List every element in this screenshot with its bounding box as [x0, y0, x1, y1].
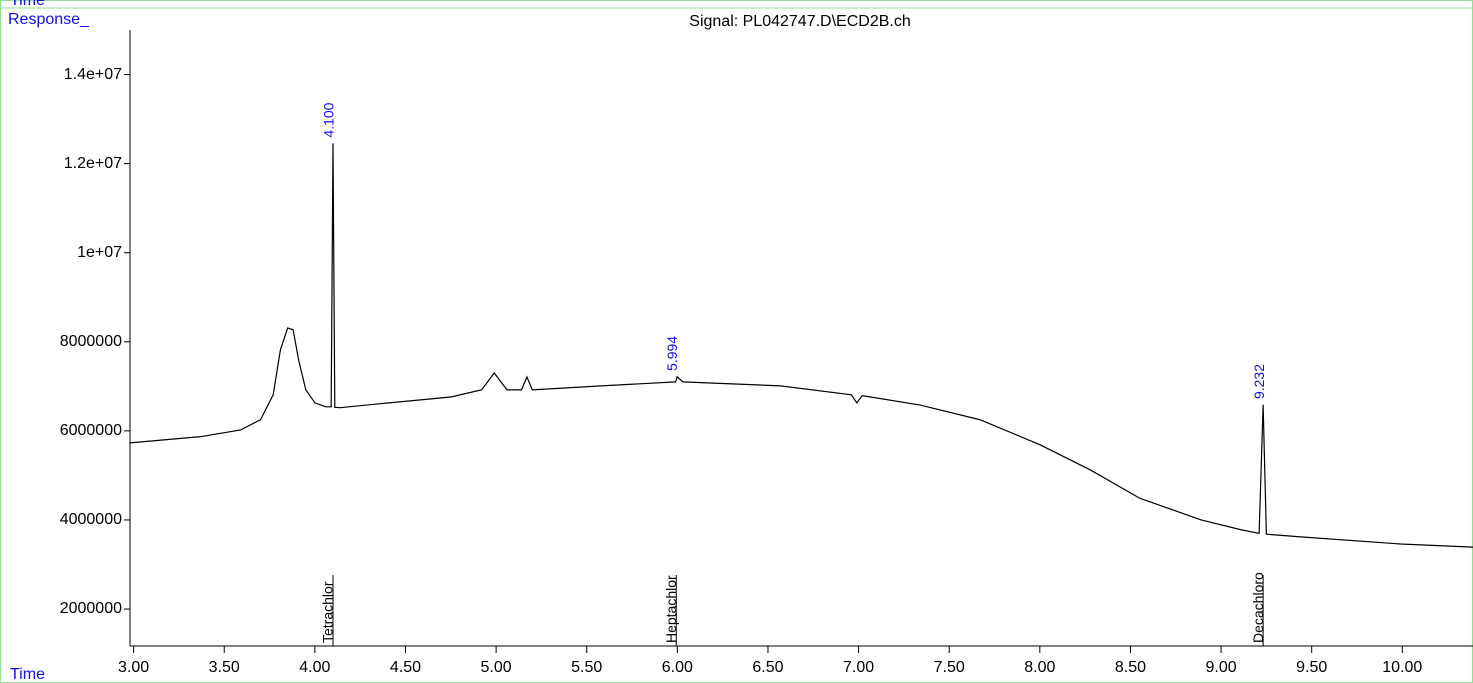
- x-tick-label: 5.00: [481, 659, 512, 676]
- x-tick-label: 10.00: [1382, 659, 1422, 676]
- chart-title: Signal: PL042747.D\ECD2B.ch: [689, 13, 910, 30]
- y-tick-label: 1.2e+07: [64, 155, 122, 172]
- x-tick-label: 8.50: [1115, 659, 1146, 676]
- x-tick-label: 6.00: [662, 659, 693, 676]
- x-tick-label: 7.50: [934, 659, 965, 676]
- top-label: Time: [10, 0, 45, 9]
- compound-label: Decachloro: [1250, 572, 1266, 643]
- x-tick-label: 8.00: [1024, 659, 1055, 676]
- peak-marker: [332, 143, 334, 145]
- peak-label: 9.232: [1251, 364, 1267, 399]
- compound-label: Heptachlor: [663, 575, 679, 643]
- peak-label: 5.994: [664, 336, 680, 371]
- x-tick-label: 9.50: [1296, 659, 1327, 676]
- y-tick-label: 4000000: [60, 511, 122, 528]
- y-axis-label: Response_: [8, 11, 90, 28]
- x-tick-label: 4.00: [299, 659, 330, 676]
- y-tick-label: 2000000: [60, 600, 122, 617]
- peak-marker: [675, 376, 677, 378]
- compound-label: Tetrachlor: [320, 581, 336, 643]
- y-tick-label: 1.4e+07: [64, 66, 122, 83]
- y-tick-label: 6000000: [60, 422, 122, 439]
- x-tick-label: 3.00: [118, 659, 149, 676]
- x-tick-label: 7.00: [843, 659, 874, 676]
- x-axis-label: Time: [10, 666, 45, 683]
- peak-marker: [1262, 404, 1264, 406]
- x-tick-label: 9.00: [1206, 659, 1237, 676]
- y-tick-label: 1e+07: [77, 244, 122, 261]
- x-tick-label: 3.50: [209, 659, 240, 676]
- trace: [129, 143, 1473, 548]
- y-tick-label: 8000000: [60, 333, 122, 350]
- x-tick-label: 4.50: [390, 659, 421, 676]
- peak-label: 4.100: [321, 102, 337, 137]
- x-tick-label: 6.50: [752, 659, 783, 676]
- x-tick-label: 5.50: [571, 659, 602, 676]
